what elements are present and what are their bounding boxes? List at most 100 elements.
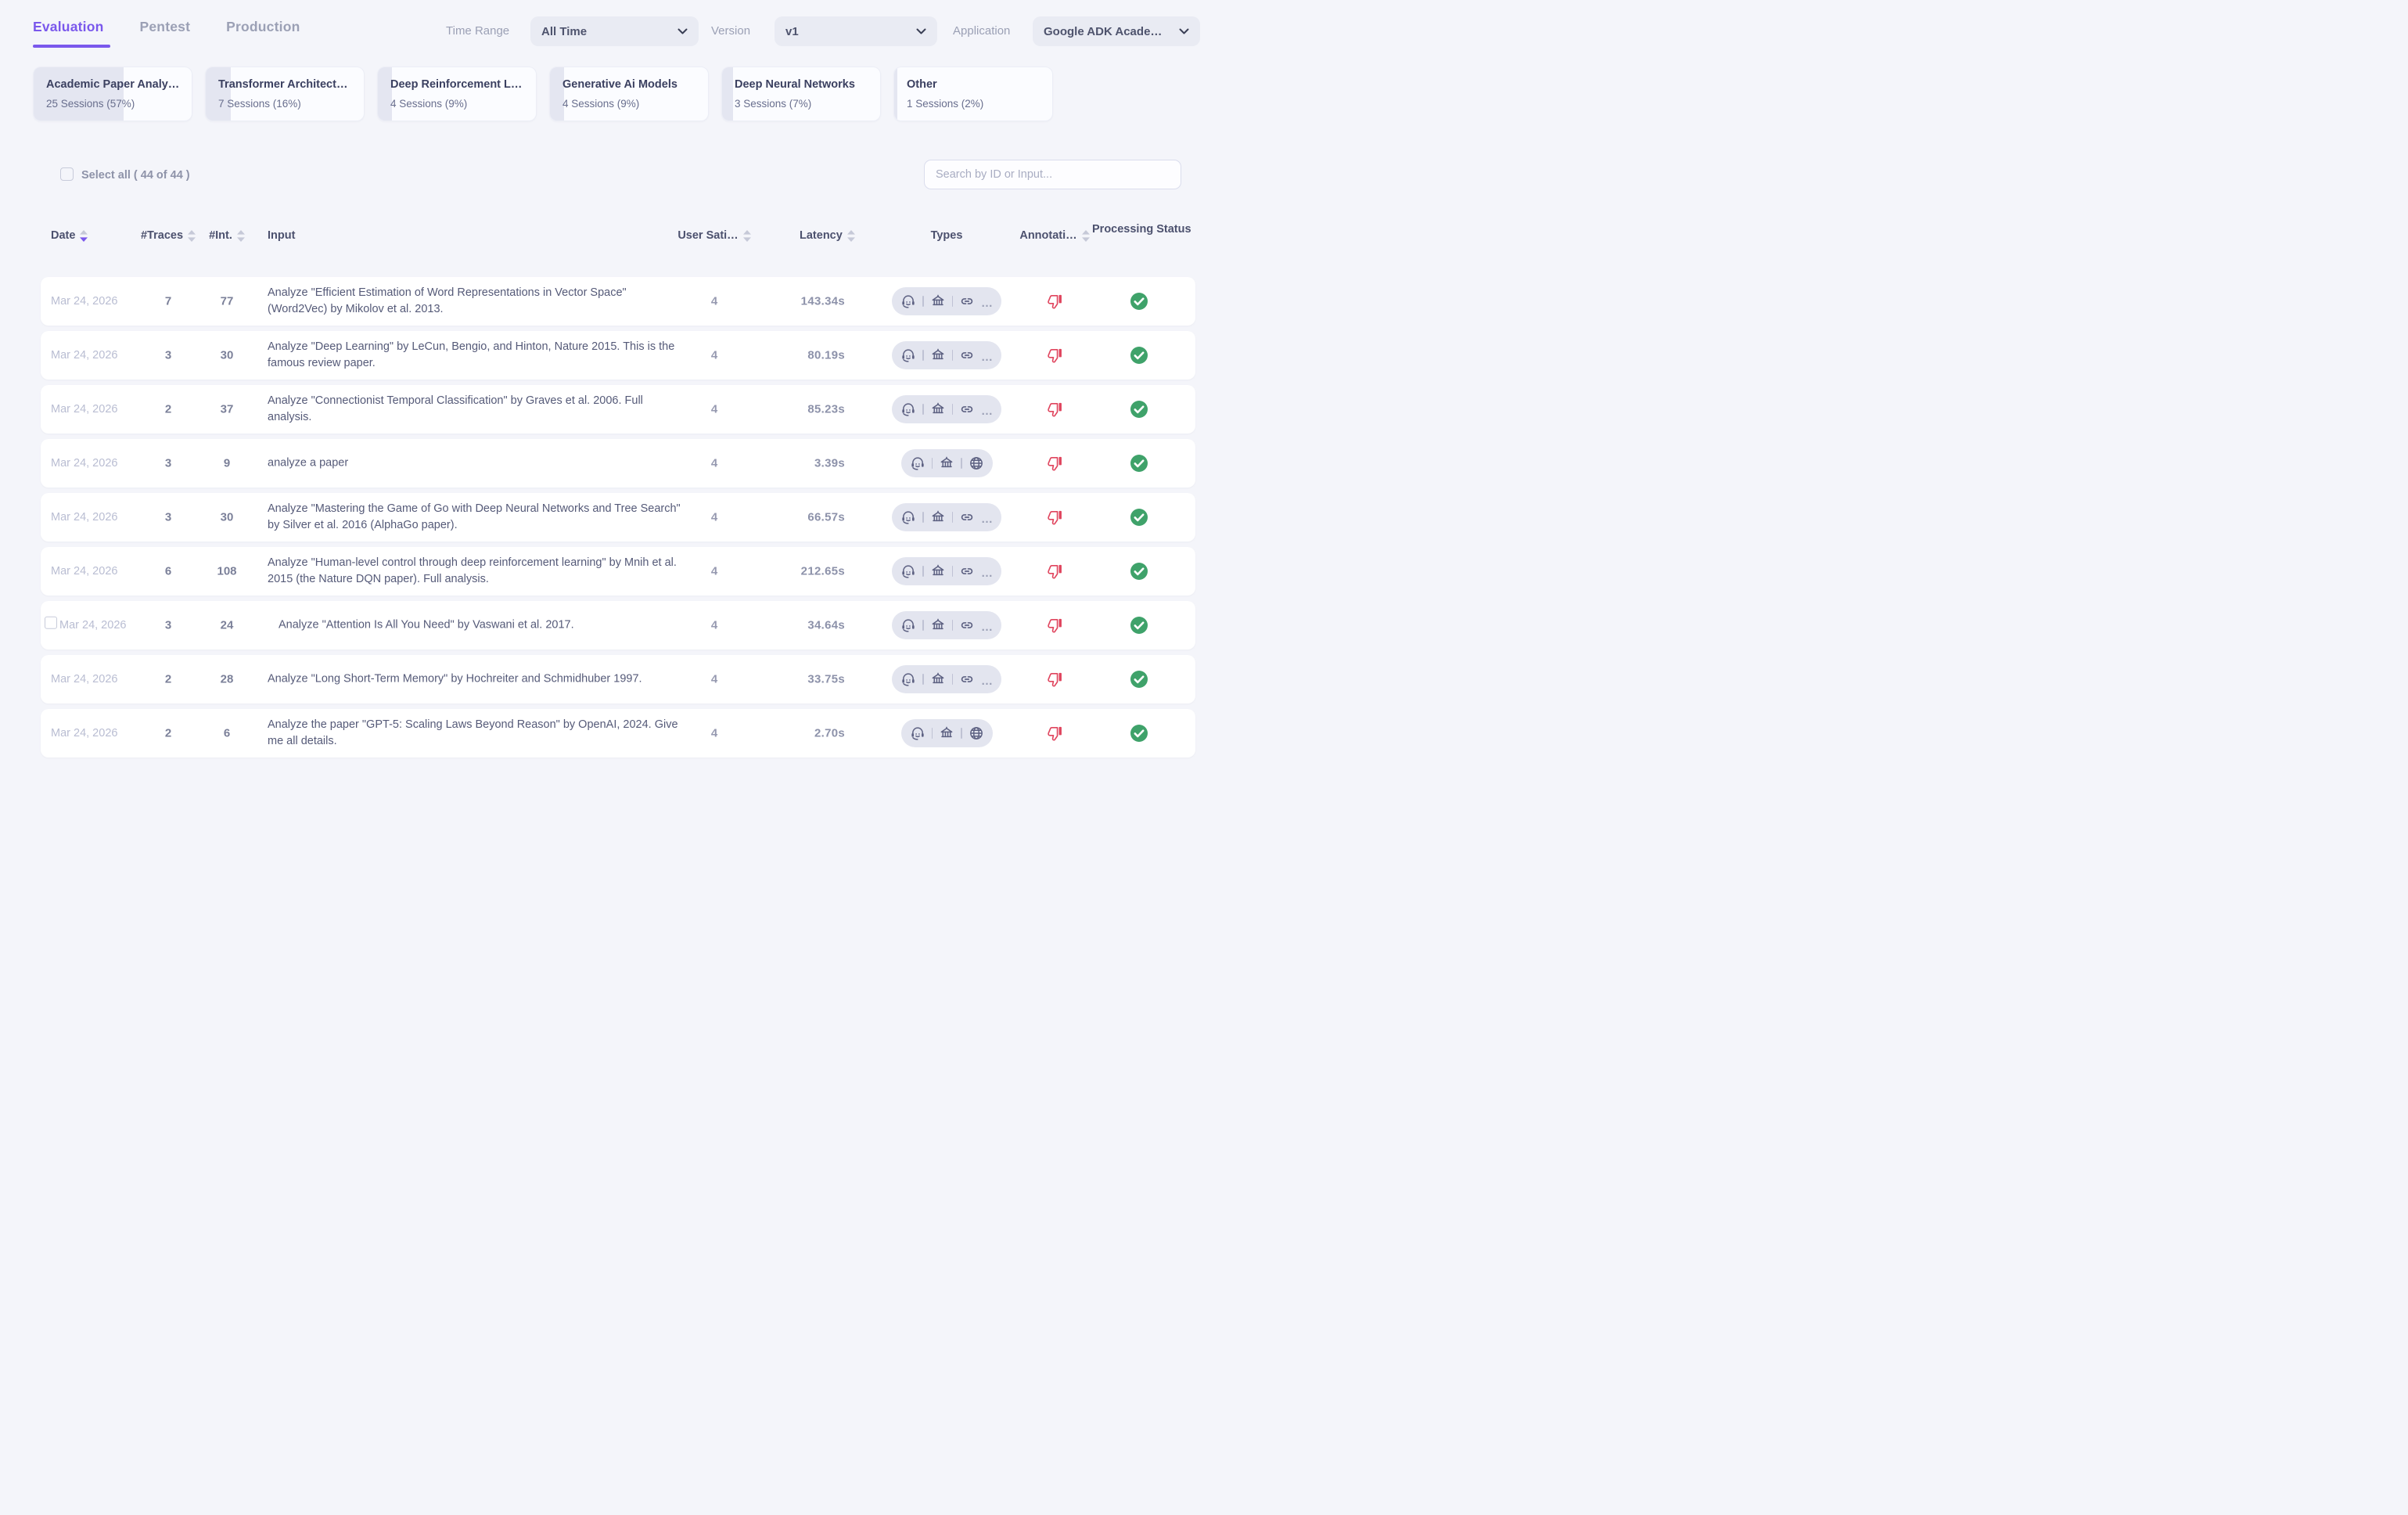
divider [922,566,924,577]
annotation-cell[interactable] [1000,293,1109,311]
processing-status-cell [1084,670,1194,689]
column-header-interactions[interactable]: #Int. [196,229,258,242]
thumbs-down-icon[interactable] [1046,725,1064,743]
tab-evaluation[interactable]: Evaluation [33,19,104,34]
category-progress-fill [550,67,565,121]
success-check-icon [1130,401,1148,418]
divider [961,458,962,469]
link-icon [961,676,973,682]
input-cell: Analyze "Long Short-Term Memory" by Hoch… [268,672,642,686]
annotation-cell[interactable] [1000,509,1109,527]
sort-icon[interactable] [236,229,245,242]
bank-icon [932,564,943,576]
search-box [924,160,1181,189]
table-row[interactable]: Mar 24, 2026 7 77 Analyze "Efficient Estima… [41,277,1195,326]
success-check-icon [1130,671,1148,688]
link-icon [961,514,973,520]
table-row[interactable]: Mar 24, 2026 3 9 analyze a paper 4 3.39s [41,439,1195,488]
sort-icon[interactable] [188,229,196,242]
application-label: Application [953,24,1011,38]
tab-production[interactable]: Production [226,19,300,34]
agent-icon [902,349,915,362]
time-range-label: Time Range [446,24,510,38]
category-card[interactable]: Other 1 Sessions (2%) [893,67,1053,121]
column-header-annotation[interactable]: Annotati… [1000,229,1109,242]
processing-status-cell [1084,292,1194,311]
category-card[interactable]: Deep Reinforcement L… 4 Sessions (9%) [377,67,537,121]
category-card[interactable]: Generative Ai Models 4 Sessions (9%) [549,67,709,121]
select-all-label: Select all ( 44 of 44 ) [81,169,190,182]
sort-icon[interactable] [742,229,751,242]
processing-status-cell [1084,724,1194,743]
bank-icon [932,510,943,522]
column-header-latency[interactable]: Latency [800,229,855,242]
sort-icon[interactable] [80,229,88,242]
types-cell: … [884,665,1009,693]
latency-cell: 66.57s [807,510,845,524]
thumbs-down-icon[interactable] [1046,617,1064,635]
table-row[interactable]: Mar 24, 2026 3 30 Analyze "Deep Learning" b… [41,331,1195,380]
category-title: Academic Paper Analy… [46,78,180,91]
category-card[interactable]: Deep Neural Networks 3 Sessions (7%) [721,67,881,121]
thumbs-down-icon[interactable] [1046,347,1064,365]
column-header-user-satisfaction[interactable]: User Sati… [675,229,753,242]
agent-icon [902,619,915,632]
table-row[interactable]: Mar 24, 2026 2 28 Analyze "Long Short-Term … [41,655,1195,704]
interactions-cell: 9 [223,456,231,470]
annotation-cell[interactable] [1000,347,1109,365]
annotation-cell[interactable] [1000,617,1109,635]
application-select[interactable]: Google ADK Academic… [1033,16,1200,46]
version-select[interactable]: v1 [775,16,937,46]
search-input[interactable] [936,168,1170,181]
row-checkbox[interactable] [45,616,57,629]
link-icon [961,622,973,628]
column-header-traces[interactable]: #Traces [137,229,199,242]
thumbs-down-icon[interactable] [1046,455,1064,473]
types-pill: … [892,395,1001,423]
category-progress-fill [378,67,393,121]
latency-cell: 33.75s [807,672,845,686]
latency-cell: 212.65s [800,564,845,578]
category-session-count: 4 Sessions (9%) [562,98,640,110]
types-cell: … [884,341,1009,369]
column-header-date[interactable]: Date [51,229,88,242]
agent-icon [911,727,924,740]
time-range-select[interactable]: All Time [530,16,699,46]
category-card[interactable]: Academic Paper Analy… 25 Sessions (57%) [33,67,192,121]
divider [931,458,933,469]
annotation-cell[interactable] [1000,563,1109,581]
annotation-cell[interactable] [1000,725,1109,743]
thumbs-down-icon[interactable] [1046,671,1064,689]
table-row[interactable]: Mar 24, 2026 6 108 Analyze "Human-level con… [41,547,1195,596]
interactions-cell: 24 [220,618,234,632]
date-cell: Mar 24, 2026 [51,565,118,578]
sort-icon[interactable] [846,229,855,242]
tab-pentest[interactable]: Pentest [139,19,191,34]
thumbs-down-icon[interactable] [1046,509,1064,527]
types-cell: … [884,557,1009,585]
success-check-icon [1130,347,1148,364]
user-satisfaction-cell: 4 [710,672,718,686]
table-row[interactable]: Mar 24, 2026 3 24 Analyze "Attention Is All… [41,601,1195,650]
more-types-indicator: … [981,675,993,688]
category-card[interactable]: Transformer Architect… 7 Sessions (16%) [205,67,365,121]
user-satisfaction-cell: 4 [710,348,718,362]
annotation-cell[interactable] [1000,401,1109,419]
annotation-cell[interactable] [1000,671,1109,689]
table-row[interactable]: Mar 24, 2026 2 37 Analyze "Connectionist Te… [41,385,1195,434]
agent-icon [902,673,915,686]
thumbs-down-icon[interactable] [1046,401,1064,419]
user-satisfaction-cell: 4 [710,456,718,470]
date-cell: Mar 24, 2026 [51,727,118,740]
table-row[interactable]: Mar 24, 2026 3 30 Analyze "Mastering the Ga… [41,493,1195,542]
version-label: Version [711,24,751,38]
table-row[interactable]: Mar 24, 2026 2 6 Analyze the paper "GPT-5: … [41,709,1195,758]
date-cell: Mar 24, 2026 [51,403,118,416]
sort-icon[interactable] [1081,229,1090,242]
divider [951,404,953,415]
thumbs-down-icon[interactable] [1046,563,1064,581]
thumbs-down-icon[interactable] [1046,293,1064,311]
select-all-checkbox[interactable] [60,167,74,181]
globe-icon [969,457,983,470]
annotation-cell[interactable] [1000,455,1109,473]
